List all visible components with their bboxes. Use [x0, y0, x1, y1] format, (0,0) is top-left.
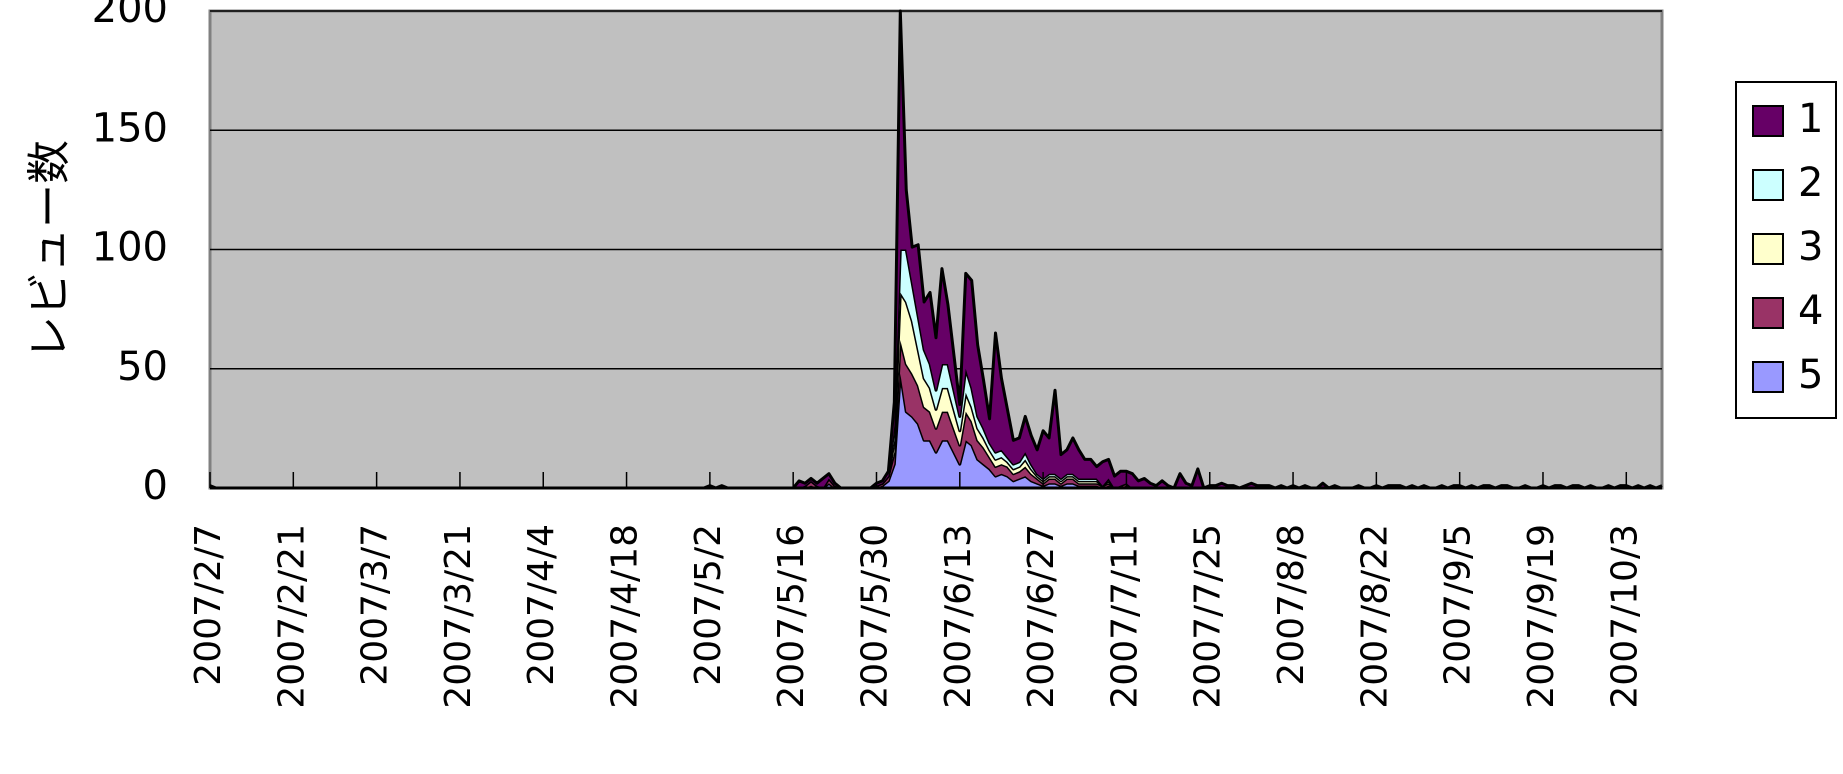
- x-tick-label: 2007/4/18: [605, 524, 646, 709]
- x-tick-label: 2007/5/2: [688, 524, 729, 686]
- x-tick-label: 2007/5/16: [771, 524, 812, 709]
- y-tick-label: 0: [143, 463, 168, 509]
- legend-swatch-4: [1752, 297, 1784, 329]
- x-tick-label: 2007/3/21: [438, 524, 479, 709]
- x-tick-label: 2007/6/13: [938, 524, 979, 709]
- x-tick-label: 2007/8/8: [1271, 524, 1312, 686]
- y-tick-label: 50: [117, 344, 168, 390]
- legend-swatch-1: [1752, 105, 1784, 137]
- x-tick-label: 2007/9/5: [1438, 524, 1479, 686]
- series-area-5: [210, 373, 1662, 488]
- x-tick-label: 2007/7/25: [1188, 524, 1229, 709]
- legend-label-4: 4: [1798, 288, 1823, 334]
- legend-label-1: 1: [1798, 96, 1823, 142]
- legend-swatch-5: [1752, 361, 1784, 393]
- x-tick-label: 2007/9/19: [1521, 524, 1562, 709]
- legend-label-5: 5: [1798, 352, 1823, 398]
- x-tick-label: 2007/7/11: [1104, 524, 1145, 709]
- y-tick-label: 100: [92, 225, 168, 271]
- x-tick-label: 2007/10/3: [1604, 524, 1645, 709]
- x-tick-label: 2007/4/4: [521, 524, 562, 686]
- legend: 1 2 3 4 5: [1735, 81, 1837, 419]
- legend-swatch-3: [1752, 233, 1784, 265]
- x-tick-label: 2007/5/30: [854, 524, 895, 709]
- y-tick-label: 150: [92, 105, 168, 151]
- legend-label-3: 3: [1798, 224, 1823, 270]
- x-tick-label: 2007/3/7: [355, 524, 396, 686]
- x-tick-label: 2007/8/22: [1354, 524, 1395, 709]
- y-tick-label: 200: [92, 0, 168, 32]
- legend-label-2: 2: [1798, 160, 1823, 206]
- x-tick-label: 2007/6/27: [1021, 524, 1062, 709]
- x-tick-label: 2007/2/7: [188, 524, 229, 686]
- x-tick-label: 2007/2/21: [271, 524, 312, 709]
- legend-swatch-2: [1752, 169, 1784, 201]
- y-axis-title: レビュー数: [24, 140, 75, 360]
